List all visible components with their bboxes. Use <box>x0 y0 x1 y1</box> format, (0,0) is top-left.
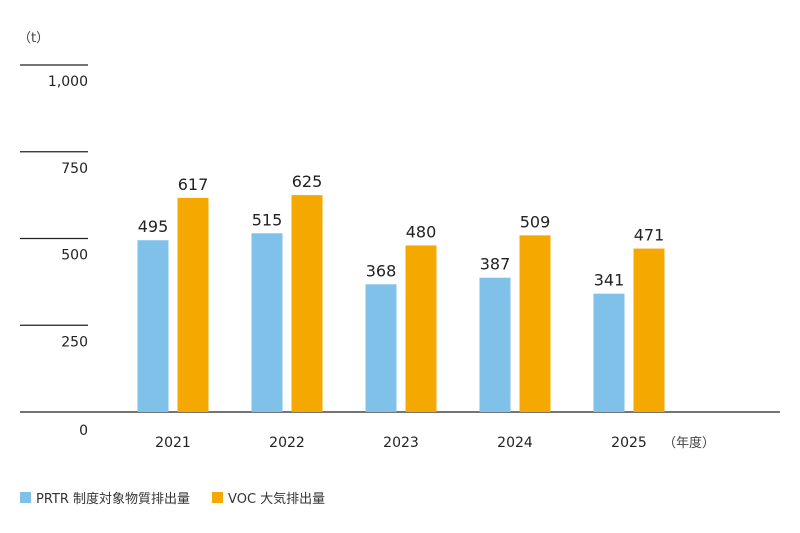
data-label: 368 <box>366 261 397 280</box>
legend-swatch-prtr <box>20 492 31 503</box>
x-tick-label: 2025 <box>611 435 647 451</box>
legend: PRTR 制度対象物質排出量 VOC 大気排出量 <box>20 488 347 507</box>
bar-voc <box>519 235 551 412</box>
y-tick-label: 0 <box>79 423 88 439</box>
data-label: 387 <box>480 255 511 274</box>
bar-voc <box>405 245 437 412</box>
data-label: 341 <box>594 271 625 290</box>
legend-item-prtr: PRTR 制度対象物質排出量 <box>20 488 190 507</box>
x-axis: 2021 2022 2023 2024 2025 <box>155 435 647 451</box>
legend-label-prtr: PRTR 制度対象物質排出量 <box>36 492 191 507</box>
bar-prtr <box>137 240 169 412</box>
data-label: 617 <box>178 175 209 194</box>
y-tick-label: 750 <box>61 161 88 177</box>
x-unit-label: （年度） <box>663 435 715 451</box>
y-unit-label: （t） <box>18 31 49 46</box>
x-tick-label: 2023 <box>383 435 419 451</box>
x-tick-label: 2024 <box>497 435 533 451</box>
bar-prtr <box>365 284 397 412</box>
legend-swatch-voc <box>212 492 224 503</box>
bar-series: 495 617 515 625 368 480 387 509 341 471 <box>137 172 665 412</box>
y-tick-label: 500 <box>61 248 88 264</box>
data-label: 509 <box>520 212 551 231</box>
data-label: 625 <box>292 172 323 191</box>
bar-voc <box>633 248 665 412</box>
bar-prtr <box>251 233 283 412</box>
x-tick-label: 2022 <box>269 435 305 451</box>
data-label: 480 <box>406 222 437 241</box>
bar-voc <box>291 195 323 412</box>
x-tick-label: 2021 <box>155 435 191 451</box>
data-label: 495 <box>138 217 169 236</box>
bar-prtr <box>593 293 625 412</box>
data-label: 471 <box>634 226 665 245</box>
legend-label-voc: VOC 大気排出量 <box>228 492 326 507</box>
y-tick-label: 250 <box>61 334 88 350</box>
bar-prtr <box>479 277 511 412</box>
y-axis: 0 250 500 750 1,000 <box>20 64 780 439</box>
legend-item-voc: VOC 大気排出量 <box>212 488 325 507</box>
bar-voc <box>177 197 209 412</box>
y-tick-label: 1,000 <box>48 74 88 90</box>
data-label: 515 <box>252 210 283 229</box>
